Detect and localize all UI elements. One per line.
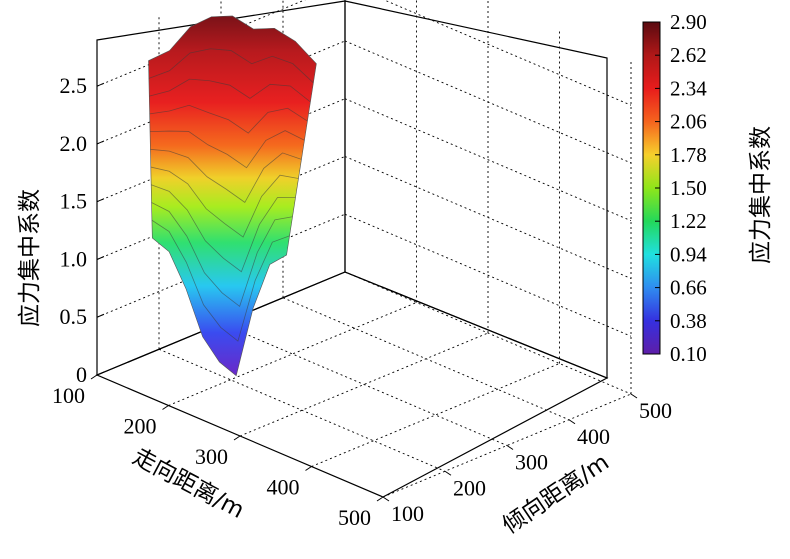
x-tick-mark	[233, 435, 241, 441]
z-tick-label: 0	[76, 362, 87, 387]
x-tick-label: 200	[124, 414, 157, 439]
grid-lines	[96, 0, 632, 498]
x-tick-label: 100	[52, 383, 85, 408]
surface-contour	[150, 148, 302, 203]
x-axis-label: 走向距离/m	[128, 444, 248, 524]
surface-contour	[150, 166, 299, 238]
colorbar-tick-label: 0.38	[670, 309, 707, 333]
grid-line	[383, 0, 632, 106]
colorbar-tick-label: 0.10	[670, 342, 707, 366]
x-tick-mark	[90, 374, 98, 380]
surface-contour	[149, 104, 308, 134]
y-tick-mark	[568, 419, 576, 425]
x-tick-mark	[305, 466, 312, 471]
z-tick-mark	[96, 82, 105, 87]
y-tick-mark	[444, 470, 452, 476]
colorbar: 2.90 2.62 2.34 2.06 1.78 1.50 1.22 0.94 0.66 0.38…	[642, 10, 707, 366]
grid-line	[344, 98, 632, 222]
grid-line	[344, 213, 632, 337]
surface-contour	[151, 184, 296, 273]
z-tick-label: 2.0	[60, 131, 88, 156]
z-tick-label: 1.5	[60, 189, 88, 214]
colorbar-tick-label: 0.66	[670, 276, 707, 300]
grid-line	[282, 297, 570, 421]
floor	[95, 271, 609, 498]
x-axis-ticks: 100 200 300 400 500	[52, 374, 384, 530]
colorbar-tick-label: 1.50	[670, 176, 707, 200]
y-tick-label: 500	[639, 398, 672, 423]
z-axis-label: 应力集中系数	[17, 189, 43, 327]
grid-line	[158, 348, 446, 472]
surface-contour	[151, 202, 293, 308]
z-tick-label: 1.0	[60, 246, 88, 271]
colorbar-tick-label: 2.90	[670, 10, 707, 34]
x-tick-label: 300	[195, 444, 228, 469]
colorbar-tick-label: 1.78	[670, 143, 707, 167]
y-tick-mark	[506, 445, 514, 450]
back-wall-right	[344, 0, 608, 379]
colorbar-tick-label: 2.62	[670, 43, 707, 67]
surface-plot	[148, 15, 317, 377]
x-tick-label: 500	[338, 505, 371, 530]
colorbar-tick-label: 1.22	[670, 209, 707, 233]
surface-contour	[150, 130, 305, 169]
y-tick-mark	[630, 393, 638, 399]
z-tick-mark	[96, 313, 105, 318]
y-tick-label: 100	[391, 501, 424, 526]
colorbar-tick-label: 2.06	[670, 110, 707, 134]
colorbar-tick-label: 2.34	[670, 76, 707, 100]
colorbar-tick-label: 0.94	[670, 242, 707, 266]
z-tick-mark	[96, 198, 105, 203]
x-tick-mark	[162, 405, 169, 410]
surface-contour	[148, 48, 314, 84]
z-tick-mark	[96, 140, 105, 145]
x-tick-label: 400	[267, 475, 300, 500]
colorbar-label: 应力集中系数	[748, 126, 774, 264]
z-tick-label: 2.5	[60, 73, 88, 98]
z-axis-ticks: 0 0.5 1.0 1.5 2.0 2.5	[60, 73, 105, 387]
colorbar-ticks: 2.90 2.62 2.34 2.06 1.78 1.50 1.22 0.94 0.66 0.38…	[655, 10, 707, 366]
y-tick-mark	[382, 496, 390, 502]
x-tick-mark	[376, 496, 384, 502]
grid-line	[344, 271, 632, 395]
surface-contour	[151, 219, 290, 342]
y-tick-label: 200	[453, 475, 486, 500]
y-tick-label: 300	[515, 450, 548, 475]
y-tick-label: 400	[577, 424, 610, 449]
y-axis-ticks: 100 200 300 400 500	[382, 393, 672, 526]
surface-contour	[149, 78, 311, 103]
z-tick-mark	[96, 371, 105, 376]
grid-line	[220, 323, 508, 446]
z-tick-label: 0.5	[60, 304, 88, 329]
z-tick-mark	[96, 256, 105, 260]
